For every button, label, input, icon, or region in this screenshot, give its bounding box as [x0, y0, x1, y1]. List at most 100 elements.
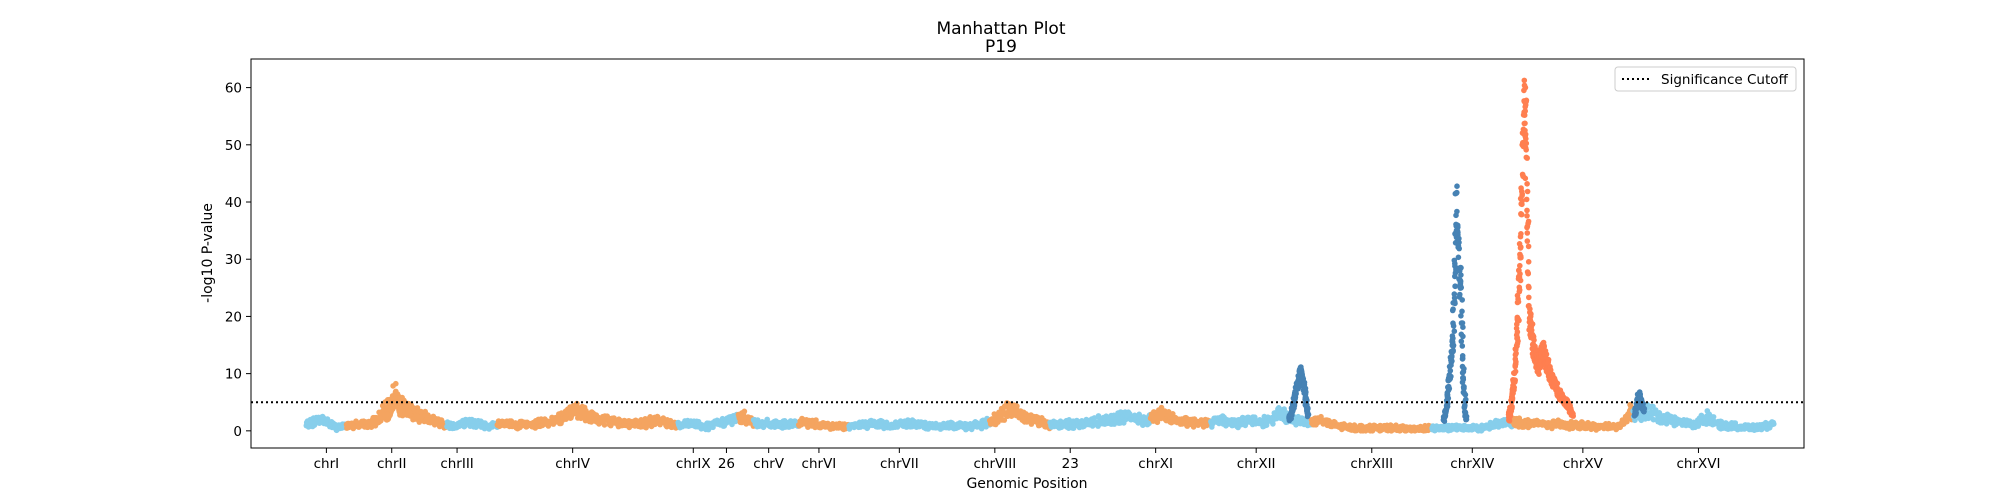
peak-snp-point — [1517, 271, 1523, 277]
x-tick-label: chrIII — [440, 456, 473, 472]
peak-snp-point — [1452, 300, 1458, 307]
peak-snp-point — [1525, 270, 1531, 277]
peak-snp-point — [1519, 188, 1525, 195]
peak-snp-point — [1536, 371, 1542, 378]
x-tick-label: 23 — [1062, 456, 1079, 472]
peak-snp-point — [1543, 351, 1550, 358]
peak-snp-point — [1521, 77, 1528, 84]
peak-snp-point — [1459, 370, 1466, 376]
peak-snp-point — [1458, 338, 1465, 345]
peak-snp-point — [1455, 243, 1462, 249]
x-tick-label: chrI — [314, 456, 340, 472]
peak-snp-point — [1522, 84, 1529, 91]
plot-frame — [250, 58, 1805, 449]
snp-point — [741, 408, 748, 415]
peak-snp-point — [1446, 372, 1453, 378]
peak-snp-point — [1513, 325, 1520, 332]
y-tick-label: 0 — [233, 424, 242, 440]
legend-box — [1614, 66, 1797, 92]
x-tick-label: chrXVI — [1676, 456, 1720, 472]
peak-snp-point — [1509, 405, 1515, 411]
peak-snp-point — [1518, 244, 1524, 250]
peak-snp-point — [1525, 218, 1532, 225]
x-tick-label: chrVIII — [973, 456, 1016, 472]
legend-label: Significance Cutoff — [1661, 72, 1789, 88]
peak-snp-point — [1448, 357, 1454, 364]
peak-snp-point — [1525, 283, 1532, 290]
peak-snp-point — [1541, 343, 1547, 350]
x-tick-label: chrIV — [555, 456, 591, 472]
peak-snp-point — [1458, 265, 1464, 271]
x-tick-label: chrVII — [880, 456, 919, 472]
peak-snp-point — [1526, 294, 1532, 301]
peak-snp-point — [1452, 263, 1458, 269]
peak-snp-point — [1522, 108, 1528, 114]
peak-snp-point — [1570, 413, 1576, 419]
x-tick-label: chrXII — [1237, 456, 1276, 472]
peak-snp-point — [1463, 416, 1470, 423]
peak-snp-point — [1517, 253, 1523, 259]
x-axis-label: Genomic Position — [966, 476, 1087, 492]
peak-snp-point — [1519, 171, 1526, 178]
peak-snp-point — [1461, 385, 1467, 392]
x-tick-label: chrIX — [676, 456, 711, 472]
x-tick-label: chrV — [753, 456, 785, 472]
peak-snp-point — [1524, 213, 1530, 219]
x-tick-label: 26 — [718, 456, 735, 472]
peak-snp-point — [1450, 320, 1456, 327]
snp-point — [1276, 406, 1282, 413]
peak-snp-point — [1304, 413, 1311, 420]
peak-snp-point — [1519, 192, 1525, 199]
peak-snp-point — [1518, 201, 1524, 207]
peak-snp-point — [1451, 328, 1458, 335]
snp-point — [601, 422, 608, 428]
peak-snp-point — [1512, 368, 1519, 375]
peak-snp-point — [1452, 283, 1459, 290]
peak-snp-point — [1460, 333, 1466, 340]
peak-snp-point — [1453, 212, 1459, 219]
peak-snp-point — [1459, 343, 1466, 349]
peak-snp-point — [1456, 235, 1462, 242]
peak-snp-point — [1513, 350, 1519, 357]
peak-snp-point — [1529, 321, 1536, 327]
peak-snp-point — [1459, 308, 1465, 315]
peak-snp-point — [1514, 335, 1521, 341]
snp-point — [1154, 419, 1161, 426]
peak-snp-point — [1450, 335, 1456, 342]
peak-snp-point — [1516, 317, 1522, 324]
peak-snp-point — [1451, 291, 1458, 297]
y-tick-label: 20 — [225, 309, 242, 325]
peak-snp-point — [1460, 324, 1466, 331]
peak-snp-point — [1454, 183, 1460, 189]
y-axis-label: -log10 P-value — [200, 203, 216, 303]
peak-snp-point — [1450, 306, 1456, 313]
x-tick-label: chrXIV — [1450, 456, 1495, 472]
y-tick-label: 50 — [225, 138, 242, 154]
peak-snp-point — [1531, 337, 1537, 343]
peak-snp-point — [1458, 272, 1464, 278]
peak-snp-point — [1459, 297, 1465, 303]
peak-snp-point — [1458, 313, 1464, 319]
legend: Significance Cutoff — [1614, 66, 1797, 92]
y-tick-label: 10 — [225, 367, 242, 383]
peak-snp-point — [1524, 238, 1531, 244]
peak-snp-point — [1450, 342, 1457, 349]
peak-snp-point — [1518, 211, 1525, 218]
peak-snp-point — [1459, 353, 1466, 359]
peak-snp-point — [1454, 189, 1460, 196]
snp-point — [1632, 417, 1638, 424]
peak-snp-point — [1450, 347, 1456, 354]
peak-snp-point — [1524, 230, 1531, 236]
peak-snp-point — [1461, 404, 1468, 411]
peak-snp-point — [1528, 327, 1535, 334]
peak-snp-point — [1524, 188, 1531, 195]
peak-snp-point — [1522, 120, 1528, 127]
peak-snp-point — [1524, 223, 1531, 230]
chart-subtitle: P19 — [985, 37, 1017, 57]
peak-snp-point — [1511, 377, 1518, 383]
data-points — [303, 77, 1777, 434]
peak-snp-point — [1522, 131, 1529, 138]
peak-snp-point — [1554, 380, 1561, 387]
peak-snp-point — [1522, 175, 1529, 182]
peak-snp-point — [1524, 207, 1530, 214]
